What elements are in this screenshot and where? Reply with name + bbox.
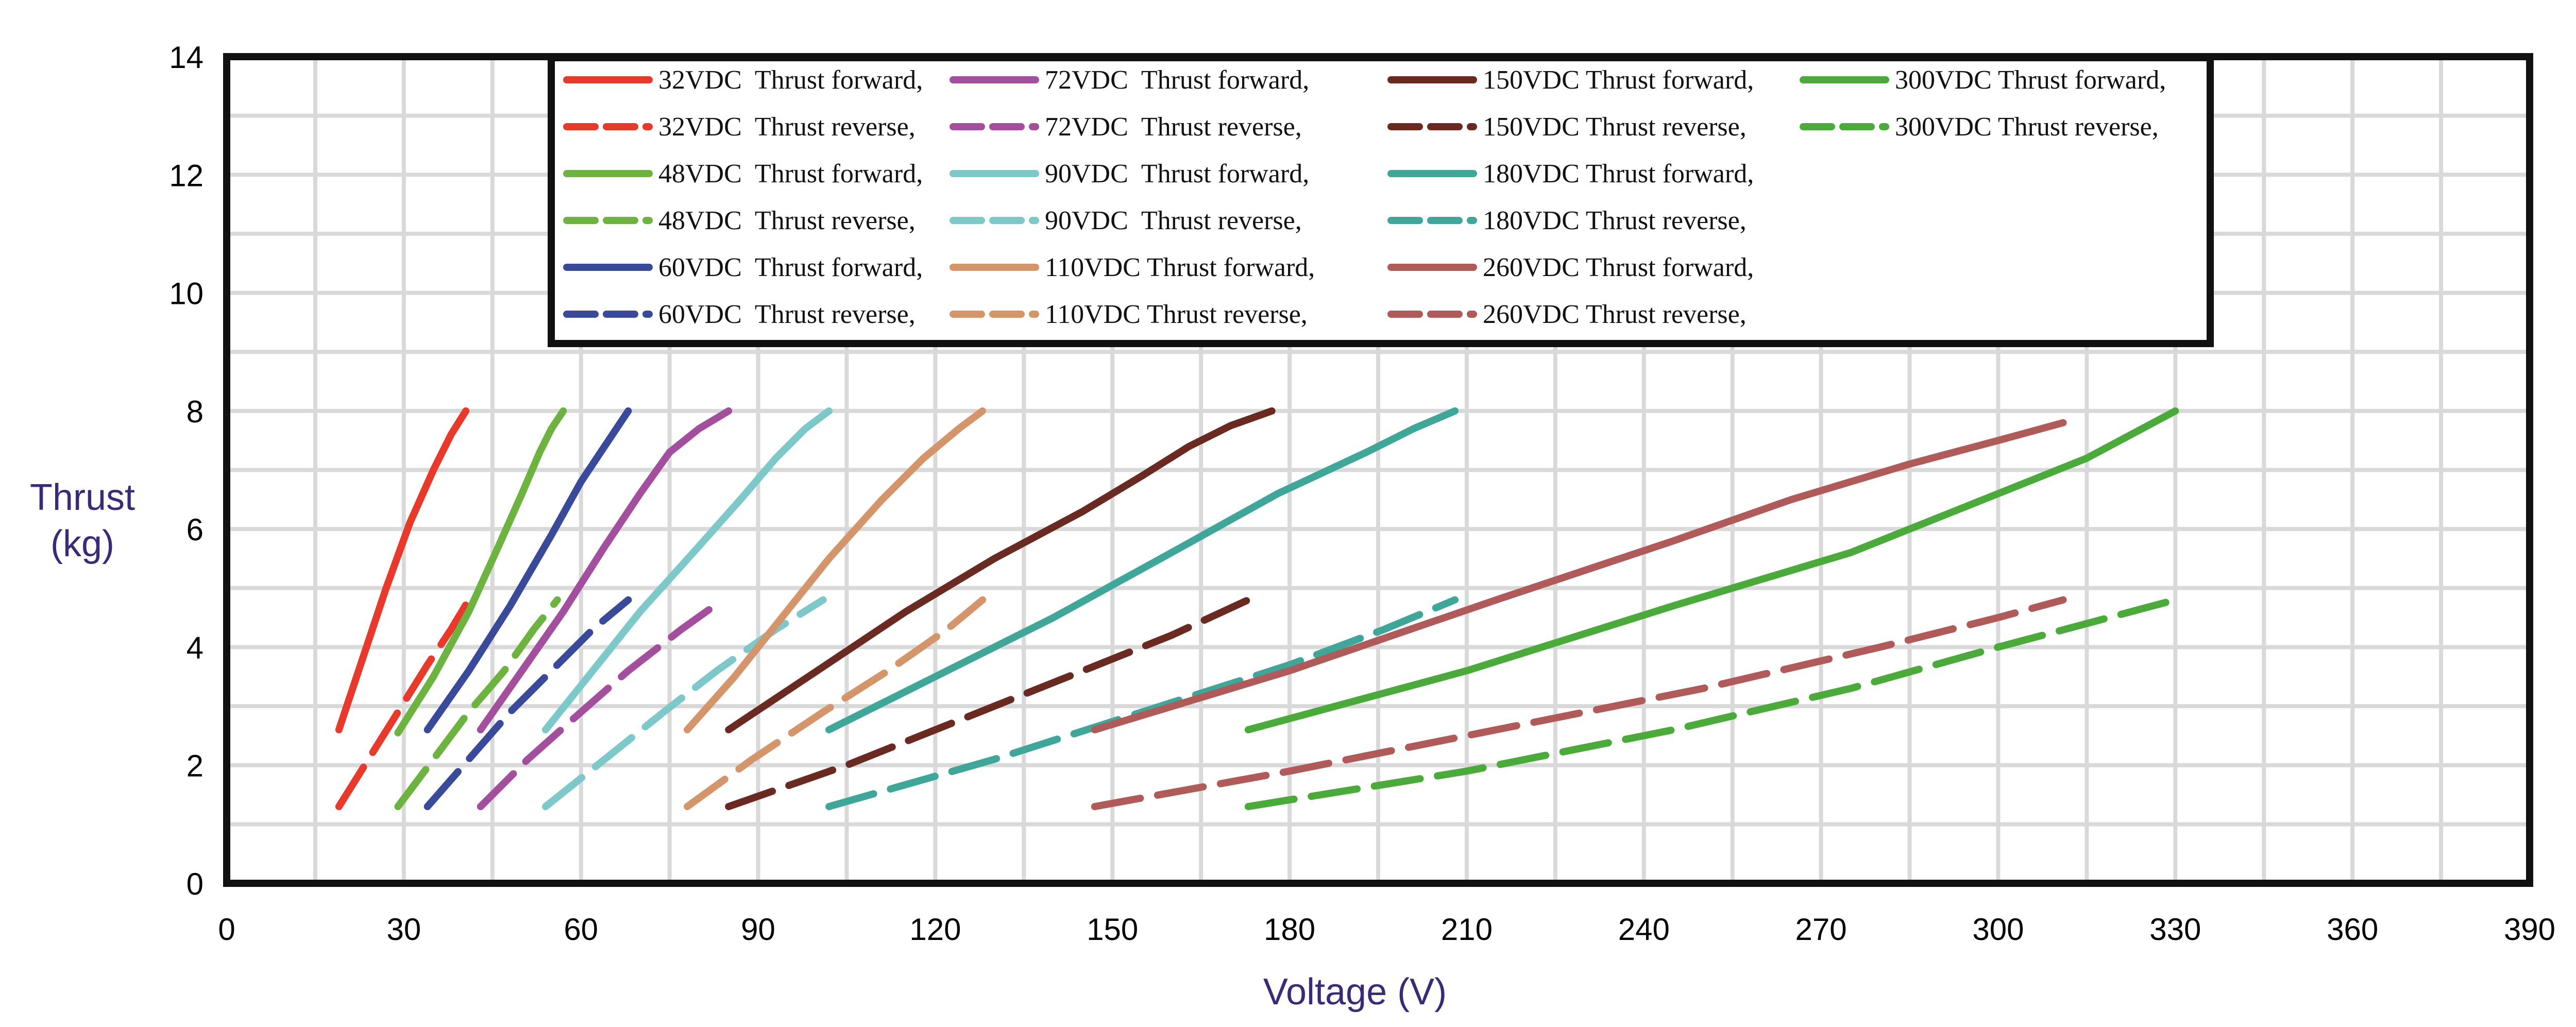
y-axis-title-line1: Thrust <box>30 477 135 518</box>
legend-entry-label: 60VDC Thrust forward, <box>658 253 923 282</box>
x-tick-label: 120 <box>909 912 961 947</box>
x-tick-label: 360 <box>2327 912 2378 947</box>
series-line-2 <box>394 407 567 737</box>
series-line-1 <box>335 596 472 810</box>
y-axis-title-line2: (kg) <box>50 523 114 564</box>
x-tick-label: 300 <box>1972 912 2024 947</box>
x-tick-label: 180 <box>1264 912 1315 947</box>
series-line-15 <box>825 596 1459 810</box>
legend-entry-label: 72VDC Thrust forward, <box>1045 65 1309 95</box>
series-line-11 <box>684 596 987 810</box>
series-line-5 <box>423 596 632 810</box>
x-tick-label: 330 <box>2149 912 2201 947</box>
x-tick-label: 150 <box>1087 912 1138 947</box>
series-line-16 <box>1091 419 2067 733</box>
legend-box <box>548 54 2214 347</box>
series-line-10 <box>684 407 987 733</box>
legend-entry-label: 260VDC Thrust reverse, <box>1483 300 1747 329</box>
legend-entry-label: 60VDC Thrust reverse, <box>658 300 916 329</box>
series-line-18 <box>1244 407 2179 733</box>
legend-entry-label: 180VDC Thrust reverse, <box>1483 206 1747 235</box>
data-series <box>335 407 2179 810</box>
legend-entry-label: 300VDC Thrust forward, <box>1895 65 2166 95</box>
series-line-4 <box>423 407 632 733</box>
legend-entry-label: 110VDC Thrust reverse, <box>1045 300 1308 329</box>
legend-entry-label: 48VDC Thrust forward, <box>658 159 923 189</box>
series-line-6 <box>477 407 733 733</box>
series-line-7 <box>477 596 726 810</box>
x-tick-label: 30 <box>386 912 421 947</box>
legend-entry-label: 90VDC Thrust forward, <box>1045 159 1309 189</box>
legend-entry-label: 110VDC Thrust forward, <box>1045 253 1315 282</box>
x-tick-label: 0 <box>218 912 235 947</box>
y-tick-label: 14 <box>169 40 204 75</box>
series-line-14 <box>825 407 1459 733</box>
legend-entry-label: 72VDC Thrust reverse, <box>1045 112 1302 142</box>
legend-entry-label: 48VDC Thrust reverse, <box>658 206 916 235</box>
series-line-8 <box>541 407 833 733</box>
tick-labels: 0 30 60 90 120 150 180 210 240 270 300 330 360 390 0 2 4… <box>169 40 2555 947</box>
series-line-12 <box>725 407 1276 733</box>
series-line-19 <box>1244 596 2179 810</box>
x-tick-label: 90 <box>741 912 775 947</box>
y-tick-label: 6 <box>187 512 204 547</box>
y-tick-label: 0 <box>187 867 204 901</box>
x-axis-title: Voltage (V) <box>1263 971 1447 1013</box>
legend-entry-label: 180VDC Thrust forward, <box>1483 159 1754 189</box>
x-tick-label: 210 <box>1441 912 1493 947</box>
series-line-9 <box>541 596 827 810</box>
y-tick-label: 8 <box>187 395 204 429</box>
legend-entry-label: 300VDC Thrust reverse, <box>1895 112 2159 142</box>
series-line-0 <box>335 407 470 733</box>
x-tick-label: 240 <box>1618 912 1670 947</box>
y-tick-label: 10 <box>169 277 204 311</box>
legend-entry-label: 260VDC Thrust forward, <box>1483 253 1754 282</box>
y-tick-label: 4 <box>187 630 204 665</box>
legend-entry-label: 90VDC Thrust reverse, <box>1045 206 1302 235</box>
y-tick-label: 12 <box>169 158 204 193</box>
series-line-17 <box>1091 596 2067 810</box>
y-tick-label: 2 <box>187 749 204 783</box>
legend-entry-label: 150VDC Thrust reverse, <box>1483 112 1747 142</box>
x-tick-label: 390 <box>2504 912 2555 947</box>
x-tick-label: 270 <box>1795 912 1847 947</box>
series-line-3 <box>394 596 561 810</box>
legend-entry-label: 150VDC Thrust forward, <box>1483 65 1754 95</box>
series-line-13 <box>725 596 1252 810</box>
legend: 32VDC Thrust forward, 32VDC Thrust revers… <box>548 54 2214 347</box>
legend-entry-label: 32VDC Thrust reverse, <box>658 112 916 142</box>
y-axis-title: Thrust (kg) <box>30 477 135 564</box>
x-tick-label: 60 <box>564 912 598 947</box>
legend-entry-label: 32VDC Thrust forward, <box>658 65 923 95</box>
